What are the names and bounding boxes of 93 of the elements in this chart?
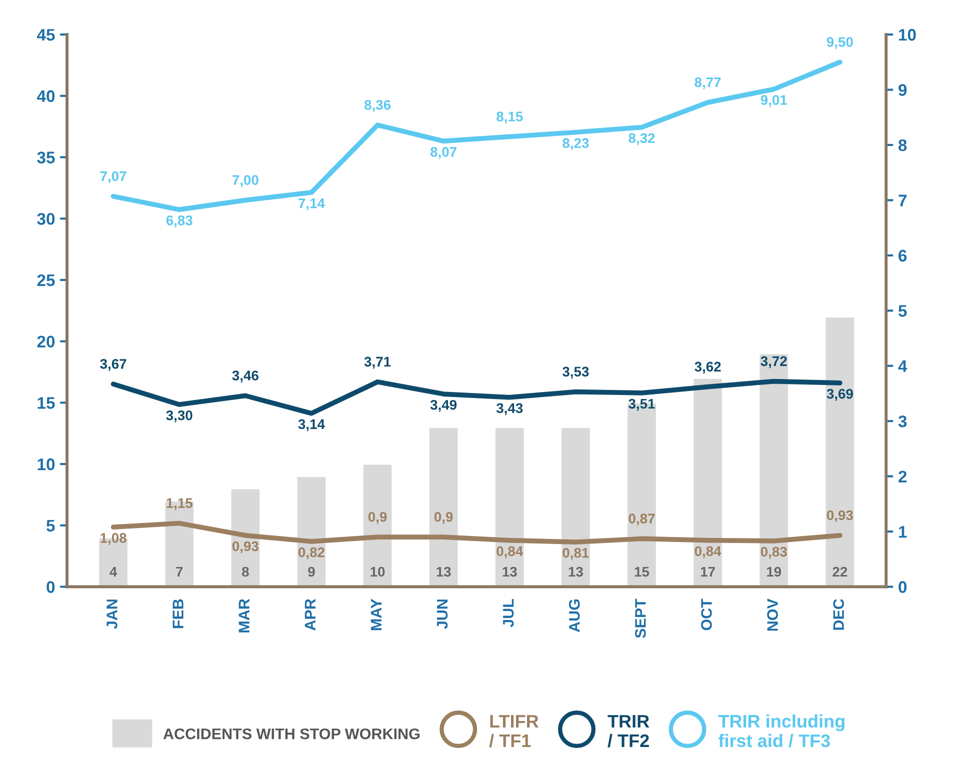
x-tick-label: JUL (503, 599, 514, 628)
bar (758, 352, 790, 587)
data-label: 3,43 (496, 403, 523, 416)
y-tick-label: 45 (36, 29, 55, 41)
data-label: 8 (242, 566, 249, 577)
y-tick-label: 0 (46, 581, 55, 593)
data-label: 6,83 (166, 215, 192, 228)
y-tick-label: 20 (37, 336, 55, 348)
data-label: 8,77 (694, 77, 721, 90)
data-label: 3,30 (166, 410, 192, 422)
y-tick-label: 40 (36, 90, 55, 102)
data-label: 0,83 (760, 546, 787, 559)
x-tick-label: MAR (238, 598, 250, 632)
data-label: 17 (700, 566, 715, 577)
data-label: 0,82 (298, 547, 324, 560)
bar (824, 316, 856, 587)
data-label: 7,07 (100, 171, 126, 184)
data-label: 22 (832, 566, 848, 577)
data-label: 9,50 (826, 37, 853, 49)
data-label: 0,9 (434, 512, 453, 524)
x-tick-label: JUN (437, 600, 448, 629)
data-label: 3,71 (364, 356, 391, 369)
data-label: 9,01 (760, 95, 787, 107)
data-label: 3,53 (562, 366, 589, 379)
data-label: 7,14 (298, 198, 325, 210)
bar (692, 377, 724, 587)
x-tick-label: JAN (106, 600, 118, 629)
data-label: 8,32 (628, 133, 655, 146)
bar (428, 426, 460, 587)
data-label: 3,14 (298, 419, 325, 432)
legend-label: ACCIDENTS WITH STOP WORKING (163, 728, 420, 740)
y-tick-label: 15 (38, 397, 55, 409)
data-label: 19 (767, 566, 782, 577)
data-label: 10 (370, 566, 385, 577)
data-label: 3,62 (694, 362, 721, 374)
y2-tick-label: 1 (899, 526, 907, 538)
bar (494, 426, 526, 587)
bar (296, 476, 328, 587)
data-label: 4 (110, 566, 118, 577)
data-label: 8,36 (364, 100, 391, 112)
data-label: 0,81 (562, 548, 589, 560)
data-label: 3,72 (760, 356, 787, 368)
data-label: 3,49 (430, 400, 457, 412)
bar (560, 426, 592, 587)
data-label: 0,87 (628, 514, 655, 526)
data-label: 15 (634, 566, 650, 577)
legend-label: TRIR / TF2 (608, 715, 650, 748)
data-label: 8,23 (562, 138, 589, 150)
y2-tick-label: 8 (898, 139, 907, 152)
data-label: 0,93 (232, 541, 258, 554)
x-tick-label: MAY (370, 598, 382, 630)
bar (362, 463, 394, 587)
data-label: 7 (176, 566, 183, 577)
y-tick-label: 25 (37, 274, 55, 286)
legend-label: LTIFR / TF1 (489, 715, 538, 748)
x-tick-label: APR (304, 598, 316, 630)
data-label: 13 (436, 566, 451, 577)
y-tick-label: 30 (37, 212, 55, 225)
y2-tick-label: 4 (898, 360, 908, 372)
data-label: 3,46 (232, 370, 258, 382)
y-tick-label: 35 (37, 152, 55, 164)
y2-tick-label: 2 (898, 470, 907, 482)
x-tick-label: AUG (568, 600, 580, 632)
data-label: 0,93 (826, 510, 853, 522)
y2-tick-label: 3 (898, 415, 907, 428)
y2-tick-label: 0 (898, 581, 907, 593)
y-tick-label: 10 (38, 458, 55, 470)
legend-label: TRIR including first aid / TF3 (718, 714, 844, 748)
data-label: 3,69 (826, 388, 853, 401)
data-label: 8,07 (430, 147, 456, 159)
y2-tick-label: 7 (898, 194, 906, 206)
data-label: 7,00 (232, 175, 258, 187)
data-label: 8,15 (496, 112, 523, 124)
x-tick-label: NOV (767, 598, 778, 631)
data-label: 3,51 (628, 398, 655, 411)
data-label: 1,15 (166, 498, 192, 510)
y2-tick-label: 6 (898, 250, 907, 262)
x-tick-label: DEC (833, 598, 844, 630)
data-label: 0,9 (368, 512, 387, 524)
data-label: 1,08 (100, 533, 126, 545)
data-label: 3,67 (100, 359, 126, 371)
y2-tick-label: 10 (899, 28, 916, 41)
y2-tick-label: 5 (898, 305, 907, 317)
y2-tick-label: 9 (898, 84, 907, 96)
x-tick-label: OCT (701, 598, 712, 630)
data-label: 13 (568, 566, 583, 577)
x-tick-label: SEPT (635, 598, 646, 638)
data-label: 0,84 (694, 546, 722, 558)
y-tick-label: 5 (46, 520, 55, 532)
data-label: 13 (502, 566, 517, 577)
x-tick-label: FEB (172, 599, 184, 628)
data-label: 0,84 (496, 546, 524, 558)
data-label: 9 (308, 566, 315, 577)
